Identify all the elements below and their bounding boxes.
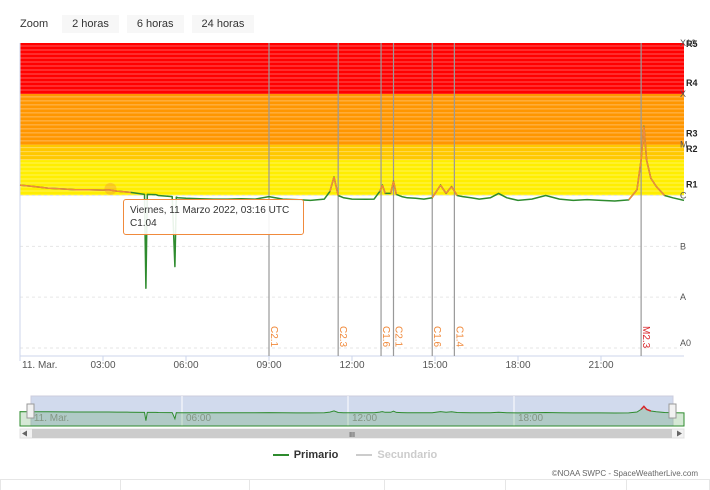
scrollbar-thumb[interactable] [32,429,672,438]
band-r2 [20,144,684,160]
legend-swatch-secundario [356,454,373,456]
flare-marker-label: C2.3 [337,326,348,348]
band-label-r2: R2 [686,144,698,154]
series-highlight-primario [19,126,666,201]
chart-tooltip: Viernes, 11 Marzo 2022, 03:16 UTC C1.04 [123,199,304,235]
x-tick-label: 03:00 [90,360,115,371]
band-label-r5: R5 [686,39,698,49]
class-label-x10: X10 [680,38,696,48]
band-r1 [20,159,684,196]
x-tick-label: 12:00 [339,360,364,371]
x-tick-label: 15:00 [422,360,447,371]
band-label-r3: R3 [686,129,698,139]
zoom-6h-button[interactable]: 6 horas [126,15,184,33]
navigator-handle-right[interactable] [668,403,677,419]
x-tick-label: 21:00 [588,360,613,371]
legend-item-secundario[interactable]: Secundario [356,449,437,461]
navigator-tick-label: 06:00 [186,413,211,424]
x-tick-label: 09:00 [256,360,281,371]
legend-label-primario: Primario [293,449,339,461]
navigator-tick-label: 12:00 [352,413,377,424]
zoom-2h-button[interactable]: 2 horas [62,15,119,33]
navigator-handle-left[interactable] [26,403,35,419]
flare-marker-label: M2.3 [640,326,651,349]
legend-swatch-primario [272,454,289,456]
tooltip-title: Viernes, 11 Marzo 2022, 03:16 UTC [130,205,290,216]
class-label-a0: A0 [680,338,691,348]
navigator-tick-label: 18:00 [518,413,543,424]
x-tick-label: 18:00 [505,360,530,371]
legend-item-primario[interactable]: Primario [272,449,339,461]
class-label-m: M [680,140,688,150]
scroll-right-arrow-icon[interactable] [677,430,682,437]
chart-credits[interactable]: ©NOAA SWPC - SpaceWeatherLive.com [551,469,698,478]
x-tick-label: 11. Mar. [22,360,57,371]
zoom-24h-button[interactable]: 24 horas [191,15,255,33]
class-label-a: A [680,292,686,302]
zoom-label: Zoom [20,18,49,30]
flare-marker-label: C1.6 [380,326,391,348]
zoom-bar: Zoom 2 horas 6 horas 24 horas [20,14,262,34]
band-label-r1: R1 [686,180,698,190]
band-r3 [20,93,684,145]
class-label-x: X [680,89,686,99]
tooltip-marker [104,182,117,195]
chart-legend: Primario Secundario [0,449,710,461]
scroll-left-arrow-icon[interactable] [22,430,27,437]
tooltip-value: C1.04 [130,218,157,229]
band-r4 [20,43,684,94]
band-label-r4: R4 [686,78,698,88]
bottom-divider [0,479,710,490]
x-tick-label: 06:00 [173,360,198,371]
class-label-b: B [680,241,686,251]
flare-marker-label: C1.4 [453,326,464,348]
class-label-c: C [680,191,687,201]
flare-marker-label: C2.1 [393,326,404,348]
legend-label-secundario: Secundario [377,449,438,461]
flare-marker-label: C2.1 [268,326,279,348]
navigator-flare-peak [640,405,652,412]
navigator-tick-label: 11. Mar. [34,413,69,424]
scrollbar-grip: III [349,432,355,439]
flare-marker-label: C1.6 [431,326,442,348]
navigator-series [19,405,685,427]
